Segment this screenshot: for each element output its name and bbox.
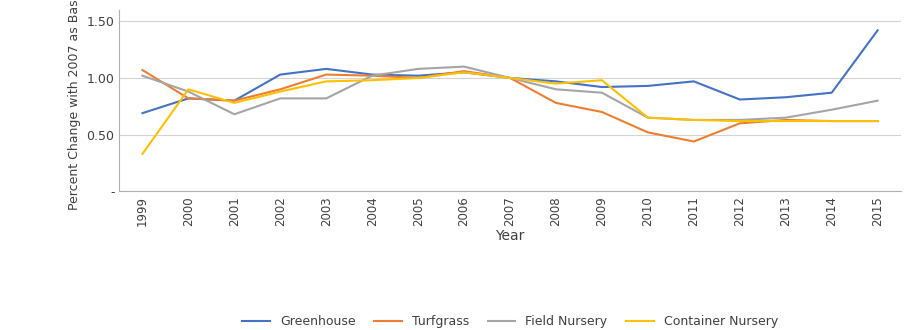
Greenhouse — [505, 76, 516, 80]
Field Nursery — [688, 118, 699, 122]
Greenhouse — [183, 96, 194, 100]
Turfgrass — [642, 130, 653, 134]
Line: Container Nursery: Container Nursery — [142, 72, 878, 154]
Greenhouse — [275, 73, 286, 77]
Container Nursery — [550, 82, 562, 85]
Y-axis label: Percent Change with 2007 as Base: Percent Change with 2007 as Base — [68, 0, 81, 210]
Field Nursery — [550, 87, 562, 91]
Line: Turfgrass: Turfgrass — [142, 70, 878, 142]
Field Nursery — [137, 74, 148, 78]
Field Nursery — [642, 116, 653, 120]
Greenhouse — [872, 28, 883, 32]
Field Nursery — [367, 74, 378, 78]
Container Nursery — [872, 119, 883, 123]
Turfgrass — [459, 69, 470, 73]
Turfgrass — [183, 96, 194, 100]
Greenhouse — [826, 91, 837, 95]
Container Nursery — [183, 87, 194, 91]
Field Nursery — [229, 112, 240, 116]
Turfgrass — [872, 119, 883, 123]
Legend: Greenhouse, Turfgrass, Field Nursery, Container Nursery: Greenhouse, Turfgrass, Field Nursery, Co… — [237, 310, 783, 330]
Field Nursery — [459, 65, 470, 69]
Greenhouse — [229, 99, 240, 103]
Container Nursery — [596, 78, 607, 82]
Turfgrass — [734, 121, 745, 125]
Turfgrass — [229, 99, 240, 103]
Container Nursery — [688, 118, 699, 122]
Container Nursery — [734, 119, 745, 123]
Field Nursery — [734, 118, 745, 122]
Container Nursery — [780, 119, 791, 123]
Field Nursery — [505, 76, 516, 80]
Greenhouse — [596, 85, 607, 89]
Container Nursery — [275, 90, 286, 94]
Container Nursery — [505, 76, 516, 80]
Field Nursery — [183, 90, 194, 94]
Turfgrass — [780, 118, 791, 122]
Turfgrass — [367, 74, 378, 78]
Line: Field Nursery: Field Nursery — [142, 67, 878, 120]
Greenhouse — [367, 73, 378, 77]
Field Nursery — [596, 91, 607, 95]
Turfgrass — [413, 76, 424, 80]
Field Nursery — [872, 99, 883, 103]
Greenhouse — [688, 80, 699, 83]
Greenhouse — [413, 74, 424, 78]
Turfgrass — [596, 110, 607, 114]
Turfgrass — [688, 140, 699, 144]
Turfgrass — [826, 119, 837, 123]
Container Nursery — [459, 70, 470, 74]
X-axis label: Year: Year — [495, 229, 525, 243]
Greenhouse — [642, 84, 653, 88]
Greenhouse — [780, 95, 791, 99]
Container Nursery — [413, 76, 424, 80]
Line: Greenhouse: Greenhouse — [142, 30, 878, 113]
Field Nursery — [321, 96, 332, 100]
Container Nursery — [137, 152, 148, 156]
Field Nursery — [780, 116, 791, 120]
Greenhouse — [137, 111, 148, 115]
Greenhouse — [550, 80, 562, 83]
Container Nursery — [642, 116, 653, 120]
Field Nursery — [826, 108, 837, 112]
Turfgrass — [550, 101, 562, 105]
Turfgrass — [505, 76, 516, 80]
Turfgrass — [321, 73, 332, 77]
Container Nursery — [367, 78, 378, 82]
Container Nursery — [229, 101, 240, 105]
Greenhouse — [734, 98, 745, 102]
Turfgrass — [275, 87, 286, 91]
Field Nursery — [413, 67, 424, 71]
Turfgrass — [137, 68, 148, 72]
Greenhouse — [321, 67, 332, 71]
Greenhouse — [459, 70, 470, 74]
Container Nursery — [826, 119, 837, 123]
Container Nursery — [321, 80, 332, 83]
Field Nursery — [275, 96, 286, 100]
